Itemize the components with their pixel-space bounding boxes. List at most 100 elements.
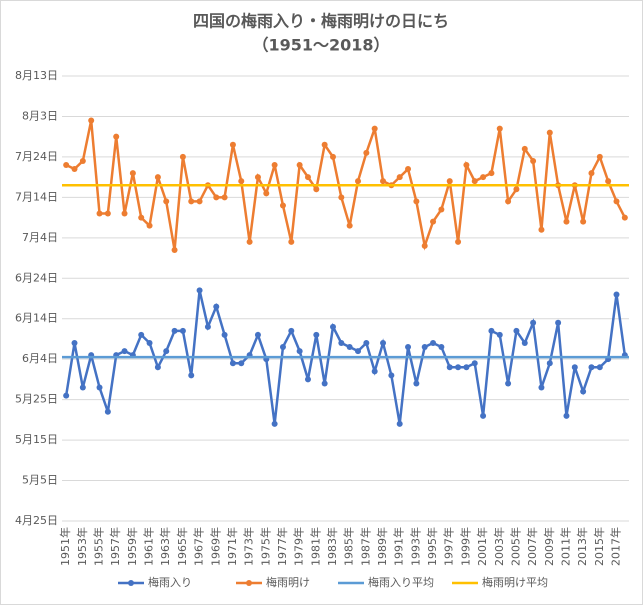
series-line	[64, 290, 627, 425]
y-tick-label: 8月3日	[22, 109, 58, 122]
x-tick-label: 1967年	[192, 527, 206, 566]
data-point	[63, 162, 70, 168]
data-point	[221, 194, 228, 201]
data-point	[179, 327, 186, 334]
data-point	[380, 340, 387, 346]
data-point	[138, 214, 145, 221]
legend-label: 梅雨明け	[266, 575, 310, 589]
data-point	[313, 331, 320, 338]
x-tick-label: 2009年	[542, 527, 556, 566]
data-point	[71, 340, 78, 346]
data-point	[488, 170, 495, 177]
data-point	[455, 364, 462, 371]
y-tick-label: 4月25日	[15, 514, 58, 527]
data-point	[455, 238, 462, 245]
data-point	[154, 174, 161, 181]
x-tick-label: 1977年	[275, 527, 289, 566]
data-point	[521, 340, 528, 346]
data-point	[213, 303, 220, 310]
data-point	[588, 170, 595, 177]
data-point	[471, 360, 478, 367]
data-point	[121, 348, 128, 355]
data-point	[396, 420, 403, 427]
data-point	[446, 178, 453, 185]
data-point	[304, 376, 311, 383]
x-tick-label: 1995年	[425, 527, 439, 566]
y-tick-label: 7月4日	[22, 231, 58, 244]
data-point	[605, 178, 612, 185]
data-point	[71, 166, 78, 173]
data-point	[329, 323, 336, 330]
data-point	[463, 364, 470, 371]
x-tick-label: 1991年	[392, 527, 406, 566]
data-point	[563, 412, 570, 419]
data-point	[463, 162, 470, 168]
data-point	[505, 198, 512, 205]
data-point	[229, 360, 236, 367]
data-point	[363, 149, 370, 156]
data-point	[321, 380, 328, 387]
x-tick-label: 2011年	[558, 527, 572, 566]
x-tick-label: 1975年	[258, 527, 272, 566]
x-tick-label: 1999年	[458, 527, 472, 566]
x-tick-label: 1981年	[308, 527, 322, 566]
data-point	[271, 162, 278, 168]
data-point	[596, 153, 603, 160]
legend-label: 梅雨入り	[148, 575, 192, 589]
data-point	[321, 141, 328, 148]
data-point	[154, 364, 161, 371]
data-point	[163, 348, 170, 355]
x-tick-label: 1987年	[358, 527, 372, 566]
data-point	[538, 226, 545, 233]
x-tick-label: 2015年	[592, 527, 606, 566]
data-point	[421, 344, 428, 351]
data-point	[496, 125, 503, 132]
x-tick-label: 1955年	[92, 527, 106, 566]
y-tick-label: 6月24日	[15, 271, 58, 284]
data-point	[88, 117, 95, 124]
x-tick-label: 1963年	[158, 527, 172, 566]
data-point	[79, 384, 86, 391]
data-point	[613, 291, 620, 298]
x-tick-label: 2017年	[608, 527, 622, 566]
x-tick-label: 1951年	[58, 527, 72, 566]
x-tick-label: 1957年	[108, 527, 122, 566]
data-point	[563, 218, 570, 225]
data-point	[530, 157, 537, 164]
data-point	[538, 384, 545, 391]
x-tick-label: 1971年	[225, 527, 239, 566]
data-point	[179, 153, 186, 160]
data-point	[196, 198, 203, 205]
data-point	[304, 174, 311, 181]
data-point	[104, 408, 111, 415]
data-point	[396, 174, 403, 181]
x-tick-label: 1997年	[442, 527, 456, 566]
data-point	[213, 194, 220, 201]
data-point	[121, 210, 128, 217]
data-point	[505, 380, 512, 387]
data-point	[238, 360, 245, 367]
x-tick-label: 1959年	[125, 527, 139, 566]
data-point	[163, 198, 170, 205]
x-tick-label: 1965年	[175, 527, 189, 566]
data-point	[530, 319, 537, 326]
data-point	[496, 331, 503, 338]
data-point	[338, 340, 345, 346]
data-point	[113, 133, 120, 140]
x-tick-label: 1983年	[325, 527, 339, 566]
data-point	[446, 364, 453, 371]
y-tick-label: 6月14日	[15, 312, 58, 325]
data-point	[288, 238, 295, 245]
data-point	[79, 157, 86, 164]
x-tick-label: 2003年	[492, 527, 506, 566]
data-point	[580, 388, 587, 395]
data-point	[546, 360, 553, 367]
data-point	[296, 162, 303, 168]
data-point	[96, 384, 103, 391]
data-point	[513, 186, 520, 193]
x-tick-label: 1961年	[142, 527, 156, 566]
data-point	[613, 198, 620, 205]
data-point	[363, 340, 370, 346]
data-point	[221, 331, 228, 338]
data-point	[188, 372, 195, 379]
